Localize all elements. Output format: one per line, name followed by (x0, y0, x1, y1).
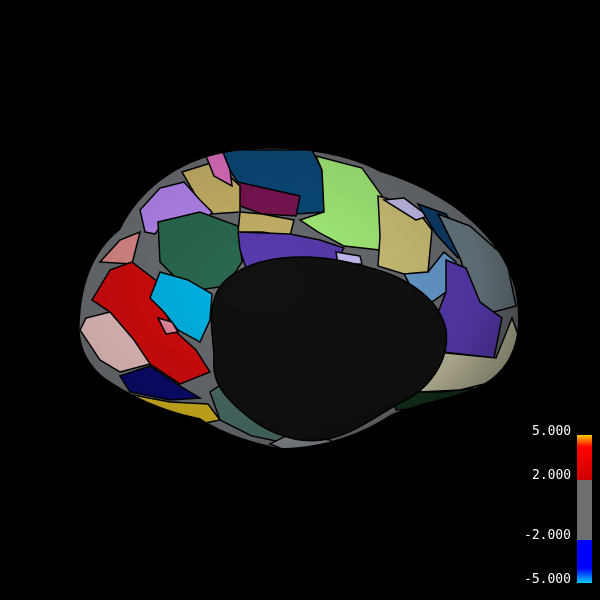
cortex-parcellation (79, 148, 518, 448)
surface-shading (79, 148, 518, 448)
